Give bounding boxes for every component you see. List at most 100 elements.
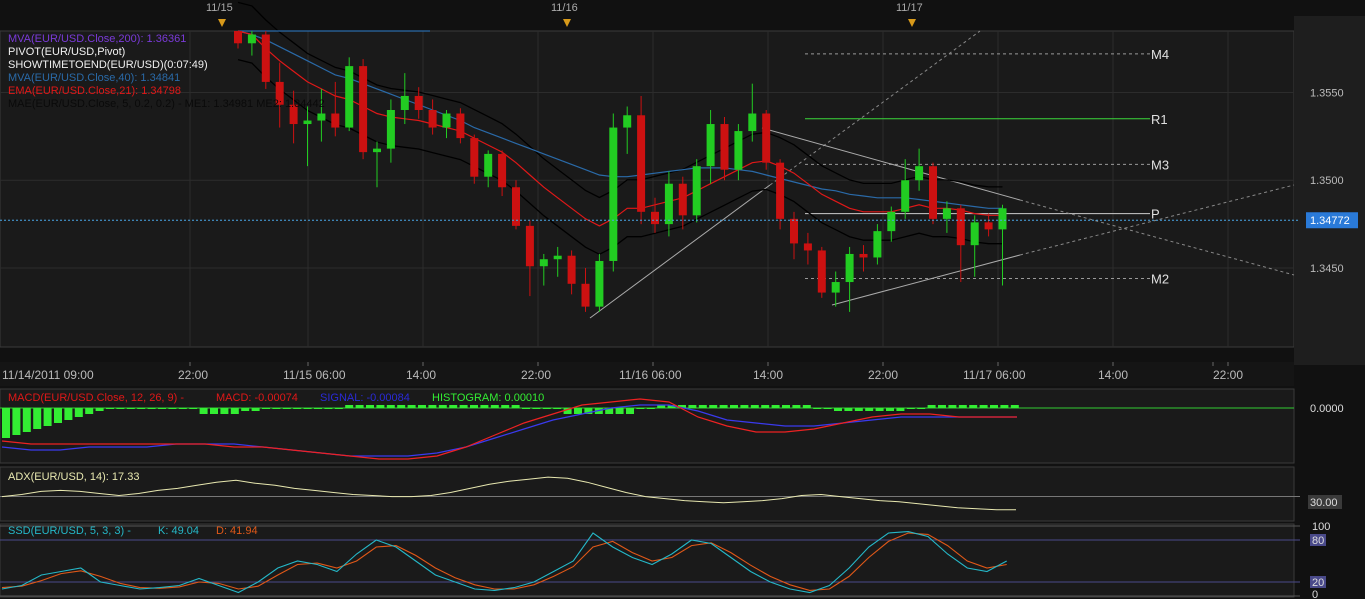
macd-histogram-bar — [813, 408, 822, 409]
macd-histogram-bar — [626, 408, 634, 414]
candle-body — [359, 66, 368, 153]
candle-body — [692, 166, 701, 216]
macd-histogram-bar — [667, 405, 676, 408]
candle-body — [553, 255, 562, 260]
macd-histogram-bar — [241, 408, 250, 411]
macd-histogram-bar — [553, 408, 562, 409]
candle-body — [762, 113, 771, 163]
macd-histogram-bar — [168, 408, 177, 409]
time-axis-label: 14:00 — [1098, 368, 1128, 382]
macd-histogram-bar — [418, 405, 426, 408]
ssd-level-box — [1310, 534, 1326, 546]
macd-histogram-bar — [282, 408, 291, 409]
macd-histogram-bar — [397, 405, 406, 408]
macd-histogram-bar — [137, 408, 146, 409]
macd-histogram-bar — [106, 408, 114, 409]
time-axis-label: 11/17 06:00 — [963, 368, 1026, 382]
candle-body — [734, 131, 743, 170]
candle-body — [400, 95, 409, 110]
price-tick-label: 1.3450 — [1310, 263, 1344, 275]
candle-body — [915, 166, 924, 181]
price-panel[interactable] — [0, 30, 1295, 348]
macd-histogram-bar — [906, 408, 915, 409]
macd-histogram-bar — [293, 408, 302, 409]
macd-histogram-bar — [646, 408, 655, 409]
candle-body — [887, 211, 896, 232]
macd-histogram-bar — [834, 408, 842, 411]
macd-histogram-bar — [709, 405, 718, 408]
legend-mva200: MVA(EUR/USD.Close,200): 1.36361 — [8, 33, 186, 45]
macd-histogram-bar — [563, 408, 572, 414]
candle-body — [317, 113, 326, 121]
candle-body — [525, 225, 534, 267]
macd-histogram-bar — [584, 408, 593, 414]
date-marker-icon — [908, 19, 916, 27]
ssd-level-label: 20 — [1312, 577, 1324, 589]
macd-histogram-bar — [272, 408, 281, 409]
candle-body — [442, 113, 451, 128]
candle-body — [706, 124, 715, 167]
macd-histogram-bar — [189, 408, 198, 409]
candle-body — [637, 115, 646, 212]
macd-histogram-bar — [740, 405, 749, 408]
macd-histogram-bar — [438, 405, 447, 408]
adx-line — [1, 476, 1016, 511]
macd-histogram-bar — [33, 408, 42, 429]
price-tick-label: 1.3550 — [1310, 87, 1344, 99]
macd-histogram-value: HISTOGRAM: 0.00010 — [432, 392, 544, 404]
time-axis — [0, 362, 1294, 386]
adx-title: ADX(EUR/USD, 14): 17.33 — [8, 471, 139, 483]
candle-body — [790, 218, 798, 244]
macd-histogram-bar — [979, 405, 988, 408]
macd-histogram-bar — [12, 408, 21, 435]
ssd-level-label: 80 — [1312, 535, 1324, 547]
candle-body — [970, 222, 979, 246]
macd-histogram-bar — [334, 408, 343, 409]
candle-body — [623, 115, 632, 128]
macd-histogram-bar — [958, 405, 967, 408]
adx-level-box — [1308, 495, 1342, 509]
ssd-title: SSD(EUR/USD, 5, 3, 3) - — [8, 525, 131, 537]
time-axis-label: 22:00 — [521, 368, 551, 382]
macd-histogram-bar — [303, 408, 312, 409]
candle-body — [261, 34, 270, 82]
macd-histogram-bar — [54, 408, 62, 423]
candle-body — [817, 250, 826, 293]
macd-histogram-bar — [490, 405, 499, 408]
trendline-up-1 — [589, 184, 771, 319]
macd-histogram-bar — [470, 405, 478, 408]
macd-histogram-bar — [85, 408, 94, 414]
ssd-d-value: D: 41.94 — [216, 525, 258, 537]
macd-histogram-bar — [771, 405, 780, 408]
macd-zero-label: 0.0000 — [1310, 403, 1344, 415]
macd-histogram-bar — [158, 408, 166, 409]
legend-mae: MAE(EUR/USD.Close, 5, 0.2, 0.2) - ME1: 1… — [8, 98, 325, 110]
macd-panel[interactable] — [0, 388, 1295, 464]
macd-histogram-bar — [854, 408, 863, 411]
macd-histogram-bar — [1000, 405, 1009, 408]
candle-body — [776, 162, 785, 219]
macd-histogram-bar — [2, 408, 10, 438]
macd-histogram-bar — [428, 405, 437, 408]
adx-level-label: 30.00 — [1310, 497, 1338, 509]
macd-histogram-bar — [761, 405, 770, 408]
macd-histogram-bar — [574, 408, 582, 414]
macd-histogram-bar — [886, 408, 894, 411]
candle-body — [748, 113, 757, 132]
adx-panel[interactable] — [0, 466, 1295, 522]
macd-histogram-bar — [605, 408, 614, 414]
macd-histogram-bar — [386, 405, 395, 408]
candle-body — [331, 113, 340, 128]
macd-histogram-bar — [220, 408, 229, 414]
candle-body — [929, 166, 937, 219]
macd-histogram-bar — [802, 405, 811, 408]
time-axis-label: 11/14/2011 09:00 — [2, 368, 94, 382]
date-marker-icon — [218, 19, 226, 27]
candle-body — [831, 282, 840, 293]
candle-body — [498, 153, 507, 188]
macd-histogram-bar — [532, 408, 541, 409]
date-marker-icon — [563, 19, 571, 27]
legend-ema21: EMA(EUR/USD.Close,21): 1.34798 — [8, 85, 181, 97]
price-tick-label: 1.3500 — [1310, 175, 1344, 187]
